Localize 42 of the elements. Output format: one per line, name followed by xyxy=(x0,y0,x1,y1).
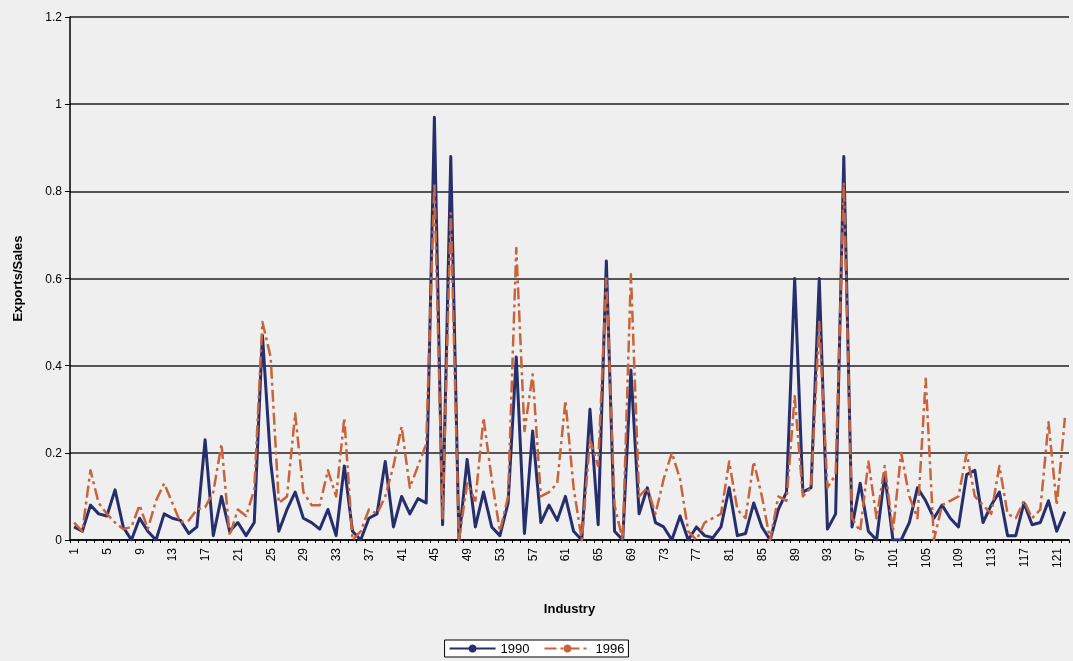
x-tick-label: 121 xyxy=(1049,547,1064,569)
y-tick-label: 1 xyxy=(55,97,63,112)
x-tick-label: 5 xyxy=(99,547,114,555)
y-tick-label: 0.6 xyxy=(45,271,63,286)
x-tick-label: 49 xyxy=(460,547,475,562)
x-tick-label: 45 xyxy=(427,547,442,562)
x-tick-label: 117 xyxy=(1016,547,1031,568)
x-tick-label: 41 xyxy=(394,547,409,562)
x-tick-label: 101 xyxy=(885,547,900,569)
y-tick-label: 0 xyxy=(55,533,63,547)
x-tick-label: 13 xyxy=(165,547,180,562)
x-tick-label: 105 xyxy=(918,547,933,569)
x-tick-label: 37 xyxy=(361,547,376,562)
x-tick-label: 73 xyxy=(656,547,671,562)
x-tick-label: 81 xyxy=(722,547,737,562)
legend-label: 1996 xyxy=(595,641,625,656)
legend-label: 1990 xyxy=(500,641,530,656)
x-tick-label: 17 xyxy=(198,547,213,562)
x-tick-label: 57 xyxy=(525,547,540,562)
x-tick-label: 61 xyxy=(558,547,573,562)
x-tick-label: 113 xyxy=(984,547,999,568)
x-axis-title: Industry xyxy=(543,601,596,616)
y-tick-label: 0.4 xyxy=(45,358,63,373)
y-tick-label: 0.2 xyxy=(45,445,63,460)
x-tick-label: 21 xyxy=(230,547,245,562)
x-tick-label: 109 xyxy=(951,547,966,569)
x-tick-label: 1 xyxy=(67,547,82,555)
x-tick-label: 77 xyxy=(689,547,704,562)
x-tick-label: 69 xyxy=(623,547,638,562)
x-tick-label: 85 xyxy=(754,547,769,562)
y-tick-label: 0.8 xyxy=(45,184,63,199)
x-tick-label: 25 xyxy=(263,547,278,562)
x-tick-label: 29 xyxy=(296,547,311,562)
x-tick-label: 97 xyxy=(853,547,868,562)
x-tick-label: 33 xyxy=(329,547,344,562)
x-tick-label: 9 xyxy=(132,547,147,555)
x-tick-label: 89 xyxy=(787,547,802,562)
y-axis-title: Exports/Sales xyxy=(10,235,25,322)
x-tick-label: 53 xyxy=(492,547,507,562)
y-tick-label: 1.2 xyxy=(45,10,63,24)
x-tick-label: 93 xyxy=(820,547,835,562)
x-tick-label: 65 xyxy=(591,547,606,562)
